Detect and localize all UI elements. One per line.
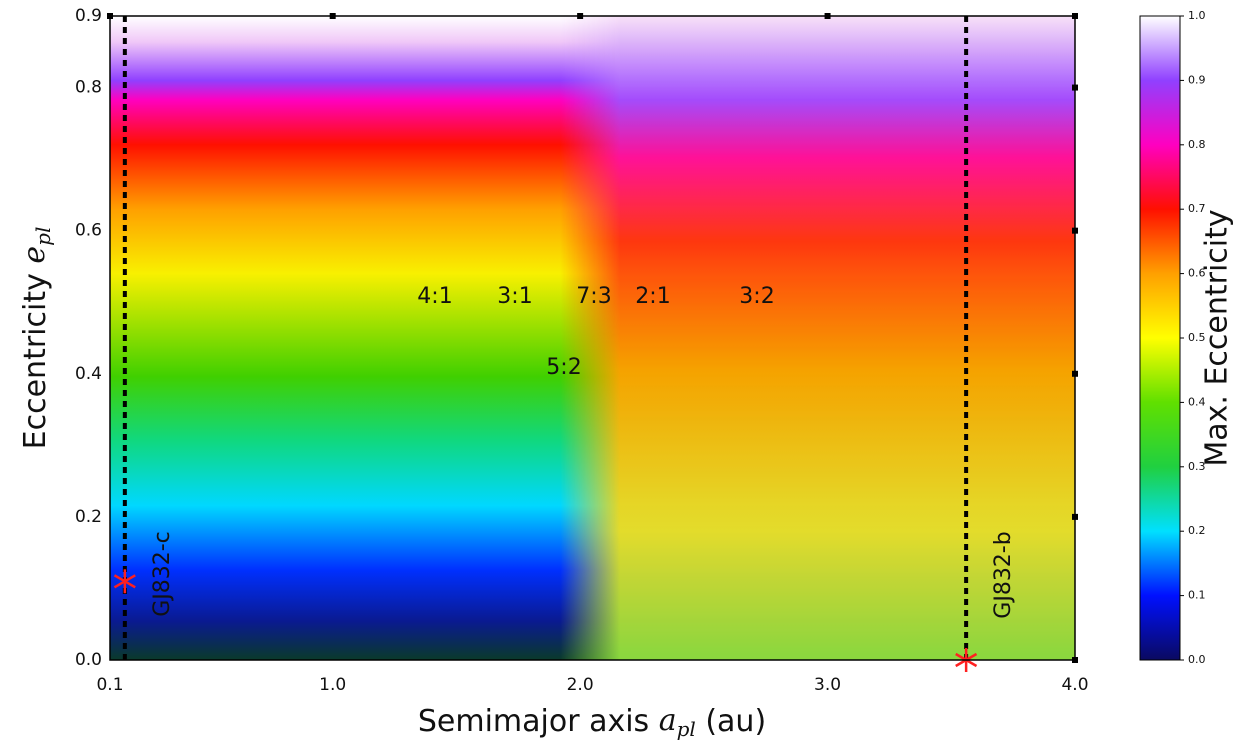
y-tick-label: 0.8 xyxy=(75,78,102,98)
y-tick-label: 0.0 xyxy=(75,650,102,670)
colorbar-label: Max. Eccentricity xyxy=(1200,209,1235,466)
colorbar-tick-label: 0.3 xyxy=(1188,460,1206,473)
y-tick-mark xyxy=(1072,513,1078,520)
colorbar-tick-label: 0.4 xyxy=(1188,395,1206,408)
x-tick-mark xyxy=(107,13,113,19)
x-tick-mark xyxy=(824,13,831,19)
y-tick-mark xyxy=(1072,657,1078,663)
planet-marker xyxy=(113,569,136,594)
colorbar-tick-label: 0.8 xyxy=(1188,138,1206,151)
x-tick-mark xyxy=(329,13,336,19)
y-axis-label: Eccentricity epl xyxy=(17,227,55,450)
y-tick-mark xyxy=(1072,13,1078,19)
x-tick-label: 2.0 xyxy=(567,675,594,695)
y-tick-mark xyxy=(1072,370,1078,377)
colorbar-tick-label: 0.6 xyxy=(1188,267,1206,280)
colorbar xyxy=(1139,15,1181,661)
resonance-label: 4:1 xyxy=(417,284,452,309)
x-tick-label: 0.1 xyxy=(96,675,123,695)
x-tick-mark xyxy=(577,13,584,19)
resonance-label: 5:2 xyxy=(546,355,581,380)
y-tick-label: 0.4 xyxy=(75,364,102,384)
y-tick-label: 0.9 xyxy=(75,6,102,26)
planet-label: GJ832-c xyxy=(150,531,175,617)
resonance-label: 2:1 xyxy=(635,284,670,309)
colorbar-tick-label: 0.0 xyxy=(1188,653,1206,666)
heatmap-field xyxy=(110,16,1075,660)
planet-label: GJ832-b xyxy=(991,531,1016,618)
x-axis-label: Semimajor axis apl (au) xyxy=(418,703,766,741)
marker-stroke xyxy=(113,574,136,589)
y-tick-mark xyxy=(1072,227,1078,234)
colorbar-tick-label: 0.5 xyxy=(1188,331,1206,344)
colorbar-tick-label: 1.0 xyxy=(1188,9,1206,22)
y-tick-mark xyxy=(1072,84,1078,91)
y-tick-label: 0.2 xyxy=(75,507,102,527)
colorbar-tick-label: 0.2 xyxy=(1188,524,1206,537)
resonance-label: 3:2 xyxy=(739,284,774,309)
colorbar-tick-label: 0.7 xyxy=(1188,202,1206,215)
x-tick-label: 4.0 xyxy=(1061,675,1088,695)
x-tick-label: 1.0 xyxy=(319,675,346,695)
resonance-label: 7:3 xyxy=(576,284,611,309)
colorbar-tick-label: 0.9 xyxy=(1188,73,1206,86)
resonance-label: 3:1 xyxy=(497,284,532,309)
y-tick-label: 0.6 xyxy=(75,221,102,241)
plot-frame xyxy=(109,15,1076,661)
colorbar-tick-label: 0.1 xyxy=(1188,589,1206,602)
x-tick-label: 3.0 xyxy=(814,675,841,695)
